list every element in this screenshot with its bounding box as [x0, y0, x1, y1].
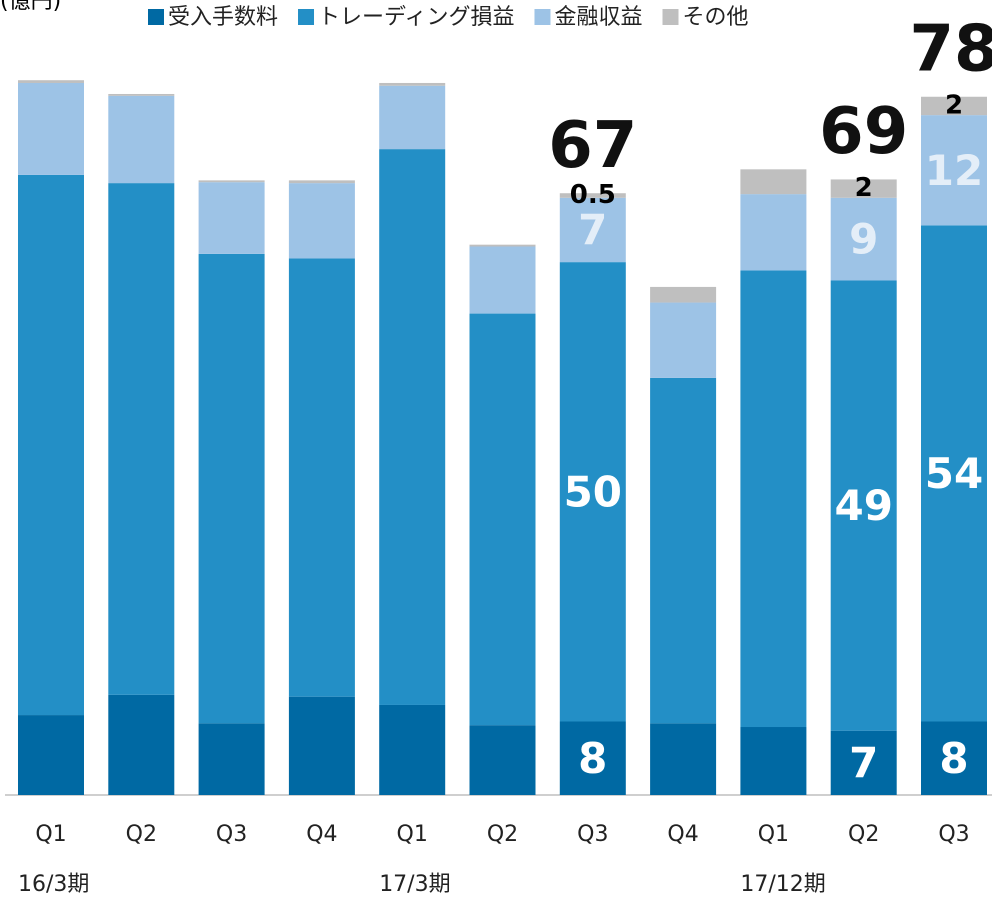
x-tick-label: Q4 — [306, 822, 337, 847]
x-tick-label: Q3 — [216, 822, 247, 847]
bar-segment — [198, 723, 265, 795]
bar-segment — [18, 715, 84, 795]
bar-segment — [921, 721, 987, 795]
x-tick-label: Q3 — [577, 822, 608, 847]
legend-swatch — [534, 9, 551, 25]
bar-segment — [379, 85, 446, 150]
bar-segment — [288, 258, 355, 697]
x-tick-label: Q2 — [848, 822, 879, 847]
bar-segment — [740, 727, 807, 795]
bar-segment — [740, 194, 807, 271]
bar-segment — [198, 253, 265, 724]
group-label: 17/12期 — [740, 872, 825, 897]
bar-segment — [379, 704, 446, 795]
legend-swatch — [148, 9, 164, 25]
bar-segment — [18, 82, 84, 175]
x-tick-label: Q4 — [667, 822, 698, 847]
group-label: 17/3期 — [379, 872, 450, 897]
bar-segment — [921, 96, 987, 116]
total-label: 69 — [819, 95, 908, 169]
bar-segment — [650, 286, 717, 303]
bar-segment — [18, 174, 84, 716]
bar-segment — [288, 696, 355, 795]
data-label: 7 — [849, 738, 878, 787]
legend-label: トレーディング損益 — [318, 5, 514, 30]
data-label: 50 — [564, 467, 622, 516]
data-label: 8 — [939, 734, 968, 783]
x-tick-label: Q1 — [397, 822, 428, 847]
bar-segment — [650, 377, 717, 724]
total-label: 78 — [909, 12, 992, 86]
bar-segment — [830, 730, 897, 795]
bar-segment — [830, 179, 897, 198]
data-label: 54 — [925, 449, 983, 498]
bar-segment — [108, 93, 175, 96]
x-tick-label: Q1 — [758, 822, 789, 847]
bar-segment — [18, 80, 84, 83]
bar-segment — [830, 280, 897, 731]
x-tick-label: Q3 — [938, 822, 969, 847]
bar-segment — [559, 721, 626, 795]
data-label: 0.5 — [570, 180, 616, 210]
bar-segment — [288, 183, 355, 259]
bar-segment — [379, 82, 446, 86]
bar-segment — [559, 193, 626, 198]
bar-segment — [921, 225, 987, 722]
bar-segment — [650, 723, 717, 795]
x-tick-label: Q2 — [126, 822, 157, 847]
bar-segment — [288, 180, 355, 184]
bar-segment — [469, 246, 536, 314]
bar-segment — [108, 95, 175, 184]
data-label: 9 — [849, 215, 878, 264]
total-label: 67 — [548, 109, 637, 183]
unit-label: (億円) — [0, 0, 61, 14]
legend-label: 受入手数料 — [168, 5, 278, 30]
x-tick-label: Q2 — [487, 822, 518, 847]
legend-label: その他 — [683, 5, 749, 30]
bar-segment — [559, 197, 626, 263]
legend-label: 金融収益 — [554, 5, 642, 30]
bar-segment — [559, 262, 626, 722]
data-label: 49 — [834, 481, 892, 530]
bar-segment — [198, 182, 265, 254]
bar-segment — [469, 313, 536, 726]
bar-segment — [650, 302, 717, 378]
bar-segment — [740, 270, 807, 728]
bar-segment — [469, 244, 536, 247]
bar-segment — [830, 197, 897, 281]
x-tick-label: Q1 — [35, 822, 66, 847]
bar-segment — [108, 183, 175, 695]
bar-segment — [379, 149, 446, 705]
legend-swatch — [662, 9, 679, 25]
bar-segment — [740, 169, 807, 195]
group-label: 16/3期 — [18, 872, 89, 897]
data-label: 7 — [578, 205, 607, 254]
bar-segment — [921, 115, 987, 226]
data-label: 12 — [925, 146, 983, 195]
bar-segment — [198, 180, 265, 183]
data-label: 2 — [855, 173, 873, 203]
bar-segment — [469, 725, 536, 795]
legend-swatch — [298, 9, 315, 25]
data-label: 2 — [945, 90, 963, 120]
bar-segment — [108, 694, 175, 795]
data-label: 8 — [578, 734, 607, 783]
